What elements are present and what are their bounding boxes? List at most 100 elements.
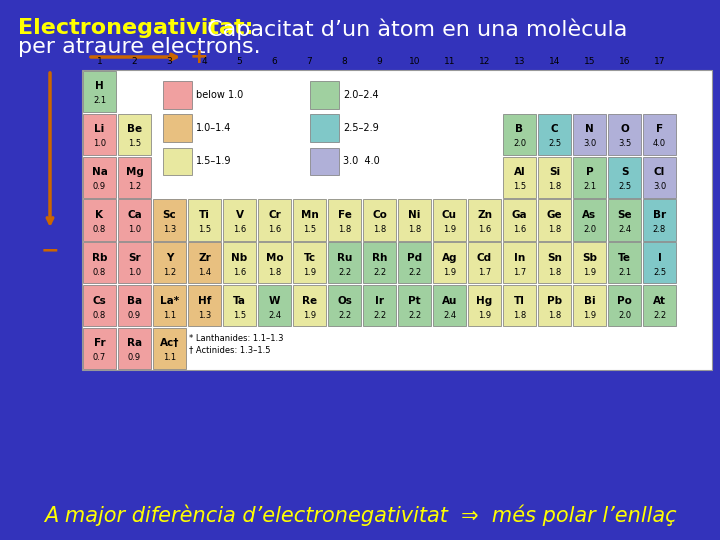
Text: Mg: Mg <box>125 167 143 177</box>
Text: 3.0  4.0: 3.0 4.0 <box>343 157 380 166</box>
Bar <box>363 199 396 241</box>
Bar <box>222 199 256 241</box>
Bar <box>573 199 606 241</box>
Text: * Lanthanides: 1.1–1.3
† Actinides: 1.3–1.5: * Lanthanides: 1.1–1.3 † Actinides: 1.3–… <box>189 334 284 354</box>
Text: Ti: Ti <box>199 210 210 220</box>
Bar <box>293 285 326 326</box>
Text: Pt: Pt <box>408 295 420 306</box>
Text: 1.7: 1.7 <box>513 268 526 277</box>
Bar <box>82 70 712 370</box>
Text: Ta: Ta <box>233 295 246 306</box>
Text: Ca: Ca <box>127 210 142 220</box>
Text: Ga: Ga <box>512 210 527 220</box>
Text: 1.9: 1.9 <box>583 310 596 320</box>
Text: Ir: Ir <box>375 295 384 306</box>
Text: 1.6: 1.6 <box>513 225 526 234</box>
Bar <box>433 242 467 284</box>
Bar <box>503 242 536 284</box>
Text: 4.0: 4.0 <box>653 139 666 148</box>
Text: 2.1: 2.1 <box>93 96 106 105</box>
Text: Electronegativitat:: Electronegativitat: <box>18 18 253 38</box>
Text: 1.8: 1.8 <box>338 225 351 234</box>
Bar <box>328 242 361 284</box>
Text: Te: Te <box>618 253 631 263</box>
Text: Cu: Cu <box>442 210 457 220</box>
Bar <box>118 199 151 241</box>
Bar <box>538 242 571 284</box>
Text: 1.6: 1.6 <box>233 225 246 234</box>
Bar <box>328 285 361 326</box>
Bar <box>643 157 676 198</box>
Text: 0.8: 0.8 <box>93 310 106 320</box>
Text: Ra: Ra <box>127 339 142 348</box>
Text: Nb: Nb <box>231 253 248 263</box>
Text: 7: 7 <box>307 57 312 66</box>
Bar <box>83 157 116 198</box>
Text: 1.8: 1.8 <box>548 268 561 277</box>
Text: 1.3: 1.3 <box>198 310 211 320</box>
Bar <box>643 285 676 326</box>
Bar <box>222 285 256 326</box>
Text: 11: 11 <box>444 57 455 66</box>
Text: Se: Se <box>617 210 632 220</box>
Text: 3.5: 3.5 <box>618 139 631 148</box>
Text: S: S <box>621 167 629 177</box>
Bar <box>468 285 501 326</box>
Text: V: V <box>235 210 243 220</box>
Text: A major diferència d’electronegativitat  ⇒  més polar l’enllaç: A major diferència d’electronegativitat … <box>44 504 676 526</box>
Bar <box>397 242 431 284</box>
Text: 16: 16 <box>618 57 630 66</box>
Bar <box>258 242 291 284</box>
Bar <box>503 285 536 326</box>
Bar <box>258 199 291 241</box>
Text: Ru: Ru <box>337 253 352 263</box>
Text: 1.9: 1.9 <box>443 268 456 277</box>
Text: C: C <box>551 124 558 134</box>
Text: 2.4: 2.4 <box>443 310 456 320</box>
Text: Zr: Zr <box>198 253 211 263</box>
Text: 5: 5 <box>237 57 243 66</box>
Text: Fe: Fe <box>338 210 351 220</box>
Text: per atraure electrons.: per atraure electrons. <box>18 37 261 57</box>
Text: 1.0: 1.0 <box>128 225 141 234</box>
Text: Sc: Sc <box>163 210 176 220</box>
Text: K: K <box>96 210 104 220</box>
Bar <box>222 242 256 284</box>
Text: 1.8: 1.8 <box>268 268 281 277</box>
Text: 2.5: 2.5 <box>653 268 666 277</box>
Bar <box>608 113 642 155</box>
Bar <box>608 199 642 241</box>
Text: 17: 17 <box>654 57 665 66</box>
Text: Br: Br <box>653 210 666 220</box>
Text: 2: 2 <box>132 57 138 66</box>
Text: 1.8: 1.8 <box>408 225 421 234</box>
Text: 1.1: 1.1 <box>163 354 176 362</box>
Text: Rb: Rb <box>91 253 107 263</box>
Bar <box>328 199 361 241</box>
Text: 1.4: 1.4 <box>198 268 211 277</box>
Text: 15: 15 <box>584 57 595 66</box>
Text: Tl: Tl <box>514 295 525 306</box>
Text: B: B <box>516 124 523 134</box>
Text: 1.9: 1.9 <box>583 268 596 277</box>
Text: Ge: Ge <box>546 210 562 220</box>
Bar <box>503 157 536 198</box>
Text: 1.9: 1.9 <box>303 268 316 277</box>
Text: 6: 6 <box>271 57 277 66</box>
Text: N: N <box>585 124 594 134</box>
Bar <box>538 199 571 241</box>
Text: Cr: Cr <box>268 210 281 220</box>
Text: 1.9: 1.9 <box>303 310 316 320</box>
Text: 3.0: 3.0 <box>653 182 666 191</box>
Text: Ag: Ag <box>442 253 457 263</box>
Text: O: O <box>620 124 629 134</box>
Text: 2.0: 2.0 <box>583 225 596 234</box>
Text: Pd: Pd <box>407 253 422 263</box>
Text: 0.9: 0.9 <box>128 354 141 362</box>
Text: 2.2: 2.2 <box>338 268 351 277</box>
Text: Po: Po <box>617 295 632 306</box>
Text: 1.0–1.4: 1.0–1.4 <box>197 123 232 133</box>
Text: 1.8: 1.8 <box>548 225 561 234</box>
Text: 12: 12 <box>479 57 490 66</box>
Text: 2.4: 2.4 <box>268 310 281 320</box>
